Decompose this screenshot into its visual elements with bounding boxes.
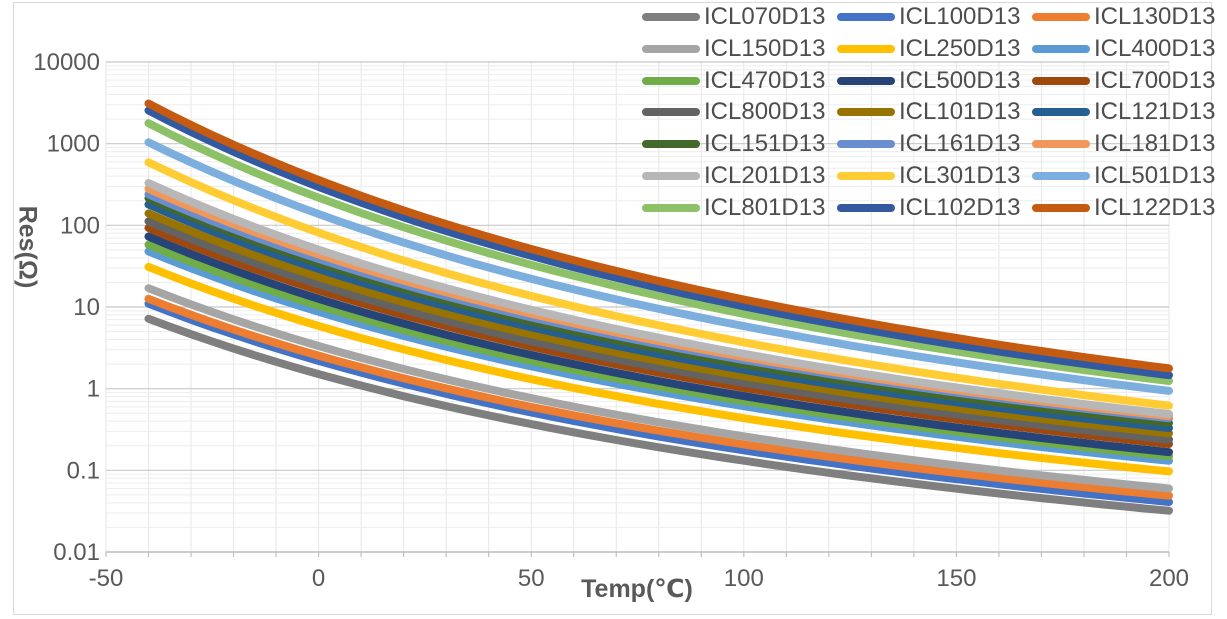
- series-line-ICL201D13: [144, 179, 1173, 418]
- y-axis-tick-label: 1000: [47, 131, 100, 158]
- series-line-ICL130D13: [144, 294, 1173, 500]
- series-line-ICL150D13: [144, 284, 1173, 493]
- series-line-ICL800D13: [144, 217, 1173, 444]
- series-line-ICL122D13: [144, 99, 1173, 373]
- series-line-ICL101D13: [144, 209, 1173, 438]
- x-axis-tick-label: 50: [518, 565, 545, 592]
- y-axis-tick-label: 100: [60, 212, 100, 239]
- tick-labels: 10000 1000 100 10 1 0.1 0.01-50 0 50 100 150 200: [33, 49, 1189, 592]
- series-line-ICL400D13: [144, 247, 1173, 465]
- x-axis: [105, 551, 1170, 557]
- x-axis-tick-label: 100: [724, 565, 764, 592]
- series-line-ICL070D13: [144, 314, 1173, 515]
- y-axis-title: Res(Ω): [13, 205, 42, 289]
- y-axis-tick-label: 10: [73, 294, 100, 321]
- x-axis-tick-label: 200: [1149, 565, 1189, 592]
- series-line-ICL151D13: [144, 194, 1173, 427]
- series-line-ICL501D13: [144, 138, 1173, 395]
- y-axis-tick-label: 0.1: [67, 457, 100, 484]
- y-axis-tick-label: 0.01: [53, 539, 100, 566]
- series-line-ICL100D13: [144, 299, 1173, 506]
- series-line-ICL470D13: [144, 240, 1173, 461]
- series-line-ICL121D13: [144, 200, 1173, 432]
- x-axis-title: Temp(℃): [581, 575, 693, 603]
- series-line-ICL301D13: [144, 158, 1173, 410]
- x-axis-tick-label: 150: [936, 565, 976, 592]
- series-line-ICL801D13: [144, 119, 1173, 385]
- series-line-ICL500D13: [144, 232, 1173, 457]
- series-curves: [144, 99, 1173, 515]
- series-line-ICL700D13: [144, 223, 1173, 448]
- x-axis-tick-label: 0: [312, 565, 325, 592]
- y-axis-tick-label: 1: [87, 376, 100, 403]
- y-axis-tick-label: 10000: [33, 49, 100, 76]
- x-axis-tick-label: -50: [89, 565, 124, 592]
- series-line-ICL250D13: [144, 262, 1173, 476]
- series-line-ICL102D13: [144, 106, 1173, 380]
